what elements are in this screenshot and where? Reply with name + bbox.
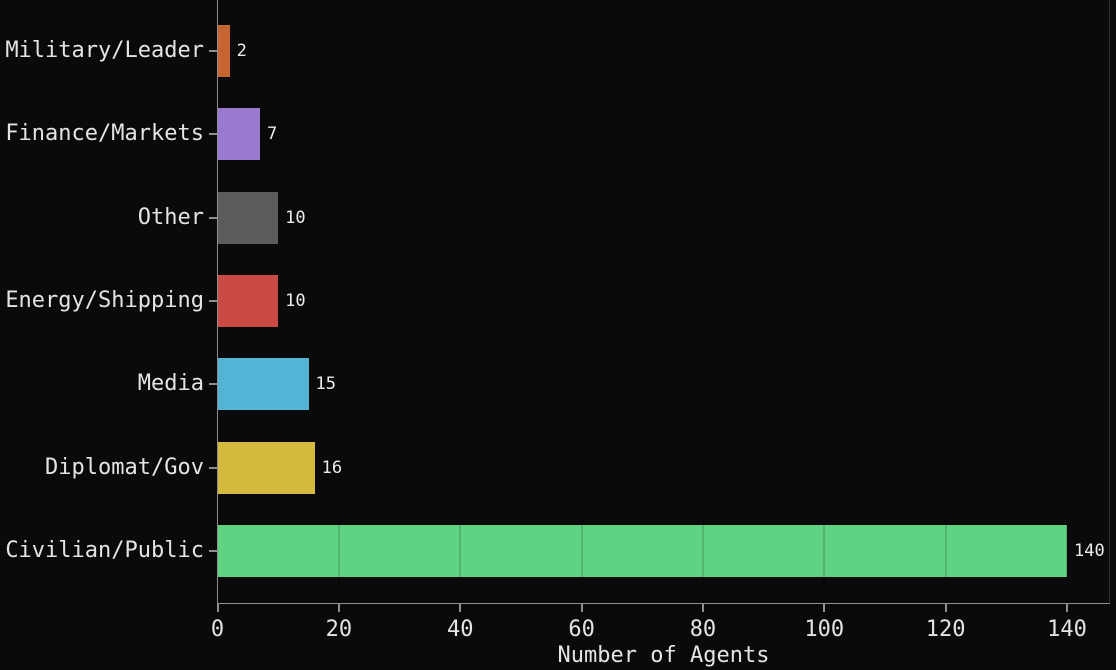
gridline-100 (823, 0, 826, 603)
gridline-120 (944, 0, 947, 603)
bar-civilian-public (217, 524, 1068, 577)
y-tick-label-media: Media (137, 371, 204, 397)
gridline-60 (580, 0, 583, 603)
x-tick-label-20: 20 (325, 617, 353, 642)
bar-military-leader (217, 25, 230, 77)
bar-energy-shipping (217, 274, 279, 327)
x-axis-title: Number of Agents (557, 643, 770, 668)
bar-value-label-civilian-public: 140 (1074, 540, 1105, 561)
y-tick-label-civilian-public: Civilian/Public (5, 537, 204, 563)
y-tick-mark (209, 466, 217, 469)
bar-other (217, 191, 279, 244)
bar-value-label-energy-shipping: 10 (285, 290, 306, 311)
x-tick-label-60: 60 (568, 617, 595, 642)
bar-value-label-other: 10 (285, 207, 306, 228)
bar-finance-markets (217, 108, 260, 161)
bar-value-label-finance-markets: 7 (266, 124, 278, 145)
bar-value-label-military-leader: 2 (236, 41, 247, 61)
x-tick-label-100: 100 (804, 617, 845, 642)
x-tick-label-40: 40 (446, 617, 474, 642)
y-tick-mark (209, 216, 217, 219)
x-tick-mark (701, 603, 704, 612)
bar-value-label-diplomat-gov: 16 (321, 457, 343, 478)
bar-value-label-media: 15 (315, 374, 336, 395)
y-tick-mark (209, 50, 217, 52)
y-tick-label-military-leader: Military/Leader (5, 38, 204, 63)
bar-media (217, 358, 309, 411)
x-tick-mark (1066, 603, 1069, 612)
y-tick-mark (209, 299, 217, 302)
x-tick-mark (823, 603, 826, 612)
bar-diplomat-gov (217, 441, 315, 494)
x-tick-mark (216, 603, 219, 612)
gridline-140 (1066, 0, 1069, 603)
right-spine (1109, 0, 1110, 603)
x-tick-mark (580, 603, 583, 612)
x-tick-label-120: 120 (925, 617, 966, 642)
x-tick-mark (459, 603, 462, 612)
y-tick-mark (209, 549, 217, 552)
y-tick-label-energy-shipping: Energy/Shipping (5, 287, 204, 313)
x-tick-mark (944, 603, 947, 612)
x-tick-label-140: 140 (1047, 617, 1087, 642)
y-tick-mark (209, 383, 217, 386)
y-tick-label-finance-markets: Finance/Markets (5, 121, 204, 147)
y-tick-mark (209, 133, 217, 136)
x-tick-label-80: 80 (689, 617, 717, 642)
x-tick-mark (337, 603, 340, 612)
gridline-80 (701, 0, 704, 603)
x-axis-spine (217, 603, 1110, 604)
x-tick-label-0: 0 (210, 617, 225, 642)
gridline-40 (459, 0, 462, 603)
gridline-20 (337, 0, 340, 603)
y-tick-label-other: Other (137, 204, 204, 230)
y-tick-label-diplomat-gov: Diplomat/Gov (45, 454, 204, 480)
